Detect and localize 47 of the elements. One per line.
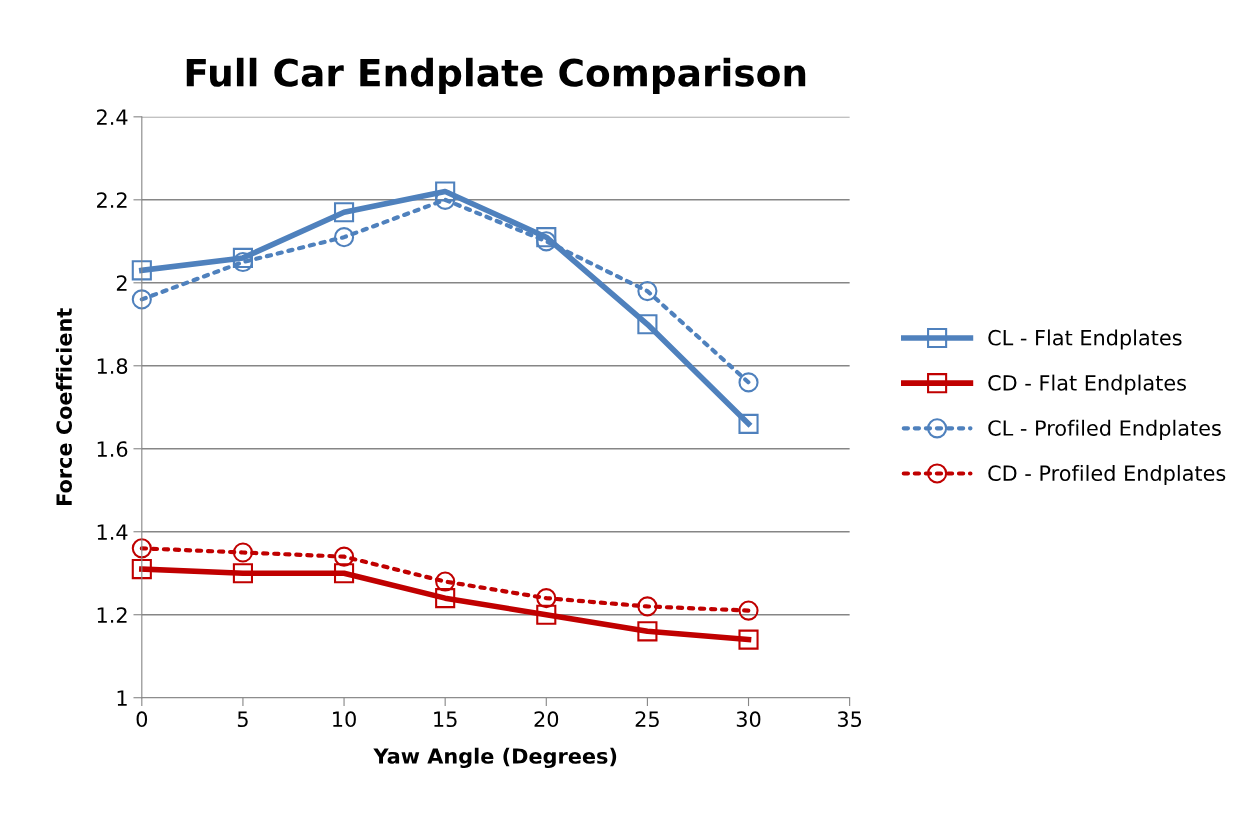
x-tick-label: 20 bbox=[534, 711, 559, 728]
point bbox=[333, 227, 355, 248]
point bbox=[637, 281, 658, 302]
legend-label: CD - Profiled Endplates bbox=[988, 464, 1226, 486]
point bbox=[738, 372, 759, 393]
point bbox=[738, 629, 759, 650]
point bbox=[232, 247, 253, 268]
legend-label: CL - Flat Endplates bbox=[988, 329, 1182, 350]
point bbox=[435, 181, 456, 202]
point bbox=[232, 542, 253, 563]
point bbox=[333, 202, 355, 223]
y-tick-label: 1.2 bbox=[97, 607, 127, 623]
y-tick-label: 1.8 bbox=[97, 358, 128, 374]
point bbox=[738, 600, 759, 621]
point bbox=[536, 604, 557, 625]
point bbox=[333, 546, 355, 567]
x-tick-label: 0 bbox=[136, 711, 148, 728]
x-tick-label: 25 bbox=[635, 711, 659, 728]
point bbox=[131, 260, 152, 281]
y-tick-label: 2.2 bbox=[97, 192, 127, 208]
y-tick-label: 2.4 bbox=[97, 109, 128, 125]
point bbox=[435, 571, 456, 592]
legend-label: CL - Profiled Endplates bbox=[988, 419, 1221, 440]
point bbox=[232, 563, 253, 584]
point bbox=[435, 588, 456, 609]
x-tick-label: 35 bbox=[837, 711, 862, 728]
y-tick-label: 1 bbox=[117, 690, 127, 706]
point bbox=[333, 563, 355, 584]
x-tick-label: 10 bbox=[333, 711, 356, 728]
x-tick-label: 30 bbox=[736, 711, 761, 728]
point bbox=[637, 314, 658, 335]
legend-label: CD - Flat Endplates bbox=[988, 374, 1186, 395]
x-axis-title: Yaw Angle (Degrees) bbox=[373, 747, 617, 769]
y-tick-label: 1.4 bbox=[97, 524, 128, 540]
point bbox=[637, 621, 658, 642]
point bbox=[131, 289, 152, 310]
y-tick-label: 2 bbox=[116, 275, 127, 291]
y-axis-title: Force Coefficient bbox=[55, 308, 73, 505]
chart-title: Full Car Endplate Comparison bbox=[186, 57, 806, 95]
point bbox=[738, 413, 759, 434]
point bbox=[536, 588, 557, 609]
x-tick-label: 5 bbox=[237, 711, 248, 728]
y-tick-label: 1.6 bbox=[97, 441, 128, 457]
point bbox=[131, 559, 152, 580]
point bbox=[637, 596, 658, 617]
point bbox=[131, 538, 152, 559]
x-tick-label: 15 bbox=[434, 711, 457, 728]
